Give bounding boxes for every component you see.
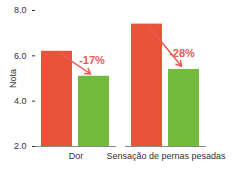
svg-text:-28%: -28% xyxy=(169,47,195,59)
svg-text:6.0: 6.0 xyxy=(14,51,27,61)
svg-text:Sensação de pernas pesadas: Sensação de pernas pesadas xyxy=(106,151,226,161)
svg-text:Dor: Dor xyxy=(69,151,84,161)
svg-text:-17%: -17% xyxy=(79,54,105,66)
svg-text:8.0: 8.0 xyxy=(14,5,27,15)
svg-text:4.0: 4.0 xyxy=(14,96,27,106)
svg-text:Nota: Nota xyxy=(8,69,18,88)
svg-text:2.0: 2.0 xyxy=(14,141,27,151)
